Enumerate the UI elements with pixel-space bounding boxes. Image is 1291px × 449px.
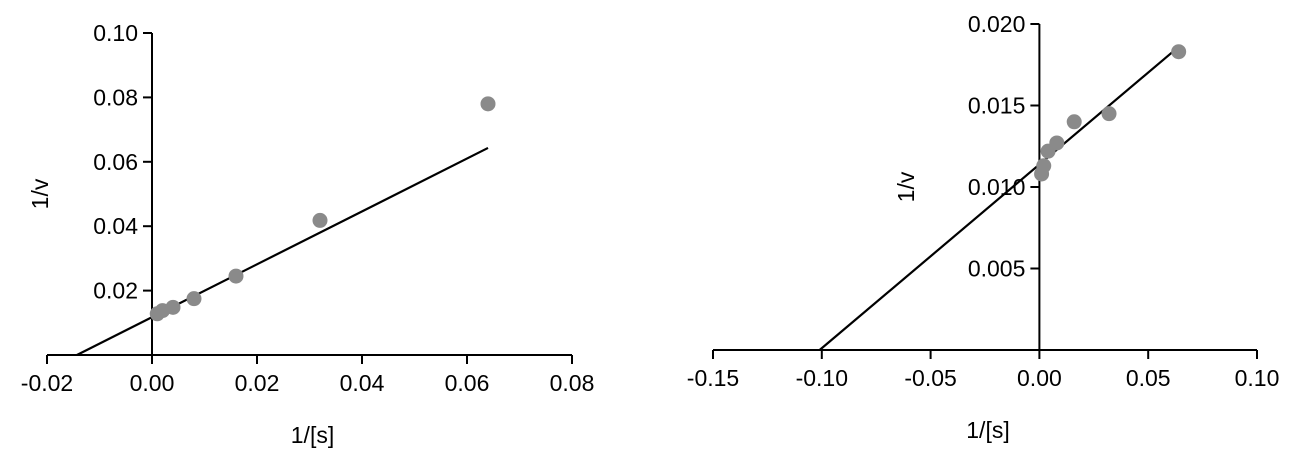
x-tick-label: -0.15 (687, 365, 739, 391)
data-point (186, 291, 202, 307)
y-tick-label: 0.08 (93, 84, 138, 110)
y-tick-label: 0.06 (93, 149, 138, 175)
data-point (1036, 158, 1052, 174)
x-tick-label: 0.04 (340, 370, 385, 396)
data-point (228, 268, 244, 284)
data-point (1101, 106, 1117, 122)
y-axis-title: 1/v (27, 178, 53, 209)
x-axis-title: 1/[s] (291, 422, 334, 448)
chart-left: -0.02 0.00 0.02 0.04 0.06 0.08 0.02 0.04 0.06 0.0… (21, 20, 595, 448)
x-tick-label: 0.08 (550, 370, 595, 396)
x-tick-label: 0.02 (235, 370, 280, 396)
x-tick-label: 0.00 (1017, 365, 1062, 391)
x-tick-label: 0.05 (1126, 365, 1171, 391)
fit-line (818, 45, 1180, 351)
data-point (1066, 114, 1082, 130)
data-point (165, 299, 181, 315)
y-tick-label: 0.005 (968, 256, 1026, 282)
x-tick-label: -0.05 (904, 365, 956, 391)
fit-line (76, 146, 489, 356)
y-axis-title: 1/v (893, 171, 919, 202)
data-point (312, 212, 328, 228)
x-tick-label: -0.02 (21, 370, 73, 396)
x-tick-label: 0.00 (130, 370, 175, 396)
y-tick-label: 0.015 (968, 93, 1026, 119)
y-tick-label: 0.04 (93, 213, 138, 239)
y-tick-label: 0.020 (968, 11, 1026, 37)
data-point (1049, 135, 1065, 151)
data-point (1171, 44, 1187, 60)
y-tick-label: 0.010 (968, 174, 1026, 200)
y-tick-label: 0.02 (93, 278, 138, 304)
data-point (480, 96, 496, 112)
y-tick-label: 0.10 (93, 20, 138, 46)
x-tick-label: -0.10 (796, 365, 848, 391)
x-tick-label: 0.06 (445, 370, 490, 396)
x-tick-label: 0.10 (1235, 365, 1280, 391)
x-axis-title: 1/[s] (966, 417, 1009, 443)
chart-right: -0.15 -0.10 -0.05 0.00 0.05 0.10 0.005 0.010 0.0… (687, 11, 1280, 443)
